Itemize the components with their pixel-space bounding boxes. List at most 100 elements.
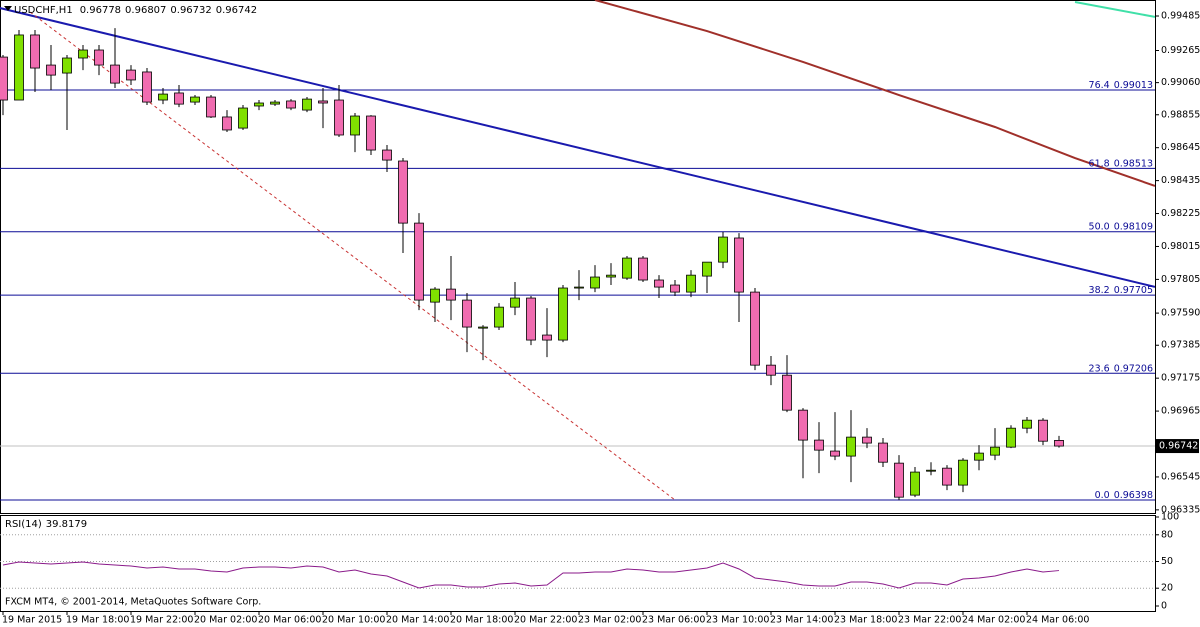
candle-body	[606, 274, 616, 278]
fib-label: 23.6 0.97206	[1089, 363, 1153, 374]
candle-body	[158, 93, 168, 101]
x-tick-label: 20 Mar 02:00	[194, 615, 257, 626]
candle-body	[350, 115, 360, 136]
y-tick-label: 0.99265	[1161, 45, 1200, 56]
candle-body	[302, 98, 312, 111]
main-plot	[0, 0, 1155, 501]
fib-level: 76.4	[1089, 79, 1110, 90]
candle-body	[894, 462, 904, 498]
y-tick-label: 0	[1161, 601, 1167, 612]
fib-level: 38.2	[1089, 285, 1110, 296]
price-label-box	[1155, 439, 1199, 454]
y-tick-label: 0.97805	[1161, 274, 1200, 285]
fib-label: 50.0 0.98109	[1089, 221, 1153, 232]
candle-body	[318, 100, 328, 104]
candle-body	[590, 276, 600, 289]
candle-body	[926, 469, 936, 472]
fib-price: 0.96398	[1114, 489, 1153, 500]
x-tick-label: 23 Mar 22:00	[898, 615, 961, 626]
candle-body	[270, 101, 280, 105]
candle-body	[14, 34, 24, 101]
candle-body	[126, 69, 136, 81]
y-tick-label: 0.99485	[1161, 10, 1200, 21]
candle-body	[878, 442, 888, 463]
candle-body	[558, 287, 568, 341]
main-panel	[0, 0, 1156, 514]
y-tick-label: 0.98645	[1161, 142, 1200, 153]
fib-label: 61.8 0.98513	[1089, 158, 1153, 169]
rsi-header: RSI(14) 39.8179	[5, 519, 87, 530]
y-tick-label: 0.97175	[1161, 373, 1200, 384]
candle-body	[0, 56, 8, 101]
fib-level: 50.0	[1089, 221, 1110, 232]
y-tick-label: 0.99060	[1161, 77, 1200, 88]
candle-body	[334, 99, 344, 136]
candle-body	[830, 450, 840, 457]
x-tick-label: 23 Mar 18:00	[834, 615, 897, 626]
y-tick-label: 0.96335	[1161, 504, 1200, 515]
fib-label: 0.0 0.96398	[1095, 489, 1153, 500]
candle-body	[94, 49, 104, 66]
candle-body	[398, 160, 408, 224]
candle-body	[990, 446, 1000, 456]
fib-level: 23.6	[1089, 363, 1110, 374]
candle-body	[46, 64, 56, 76]
candle-body	[862, 436, 872, 444]
candle-body	[974, 452, 984, 461]
candle-body	[638, 257, 648, 281]
candle-body	[686, 274, 696, 293]
candle-body	[766, 364, 776, 376]
candle-body	[510, 297, 520, 308]
y-tick-label: 0.98435	[1161, 175, 1200, 186]
fib-price: 0.97705	[1114, 285, 1153, 296]
menu-marker	[4, 6, 12, 11]
y-tick-label: 0.98855	[1161, 109, 1200, 120]
candle-body	[494, 306, 504, 328]
x-tick-label: 23 Mar 10:00	[706, 615, 769, 626]
fib-price: 0.98109	[1114, 221, 1153, 232]
x-tick-label: 24 Mar 02:00	[962, 615, 1025, 626]
candle-body	[798, 409, 808, 441]
y-tick-label: 50	[1161, 556, 1173, 567]
candle-body	[446, 288, 456, 301]
candle-body	[414, 222, 424, 301]
x-tick-label: 20 Mar 18:00	[450, 615, 513, 626]
candle-body	[958, 459, 968, 486]
x-tick-label: 23 Mar 14:00	[770, 615, 833, 626]
x-tick-label: 20 Mar 14:00	[386, 615, 449, 626]
fib-label: 38.2 0.97705	[1089, 285, 1153, 296]
candle-body	[1022, 419, 1032, 429]
y-tick-label: 0.97590	[1161, 308, 1200, 319]
y-tick-label: 0.96545	[1161, 471, 1200, 482]
fib-price: 0.99013	[1114, 79, 1153, 90]
fib-label: 76.4 0.99013	[1089, 79, 1153, 90]
candle-body	[574, 286, 584, 289]
candle-body	[478, 326, 488, 329]
x-tick-label: 19 Mar 18:00	[66, 615, 129, 626]
x-tick-label: 19 Mar 22:00	[130, 615, 193, 626]
overlay-line	[0, 7, 1155, 288]
fib-level: 0.0	[1095, 489, 1110, 500]
candle-body	[254, 102, 264, 107]
candle-body	[718, 236, 728, 263]
candle-body	[734, 237, 744, 293]
x-tick-label: 23 Mar 06:00	[642, 615, 705, 626]
candle-body	[142, 71, 152, 103]
candle-body	[542, 334, 552, 341]
candle-body	[366, 115, 376, 151]
candle-body	[622, 257, 632, 279]
candle-body	[30, 34, 40, 69]
chart-header: USDCHF,H1 0.96778 0.96807 0.96732 0.96742	[14, 5, 257, 16]
y-tick-label: 0.97385	[1161, 340, 1200, 351]
rsi-title: RSI(14)	[5, 519, 42, 530]
header-open: 0.96778	[80, 5, 121, 16]
y-tick-label: 20	[1161, 583, 1173, 594]
rsi-value: 39.8179	[46, 519, 87, 530]
header-high: 0.96807	[125, 5, 166, 16]
candle-body	[206, 96, 216, 118]
candle-body	[750, 291, 760, 366]
candle-body	[846, 436, 856, 457]
candle-body	[222, 116, 232, 131]
header-low: 0.96732	[170, 5, 211, 16]
